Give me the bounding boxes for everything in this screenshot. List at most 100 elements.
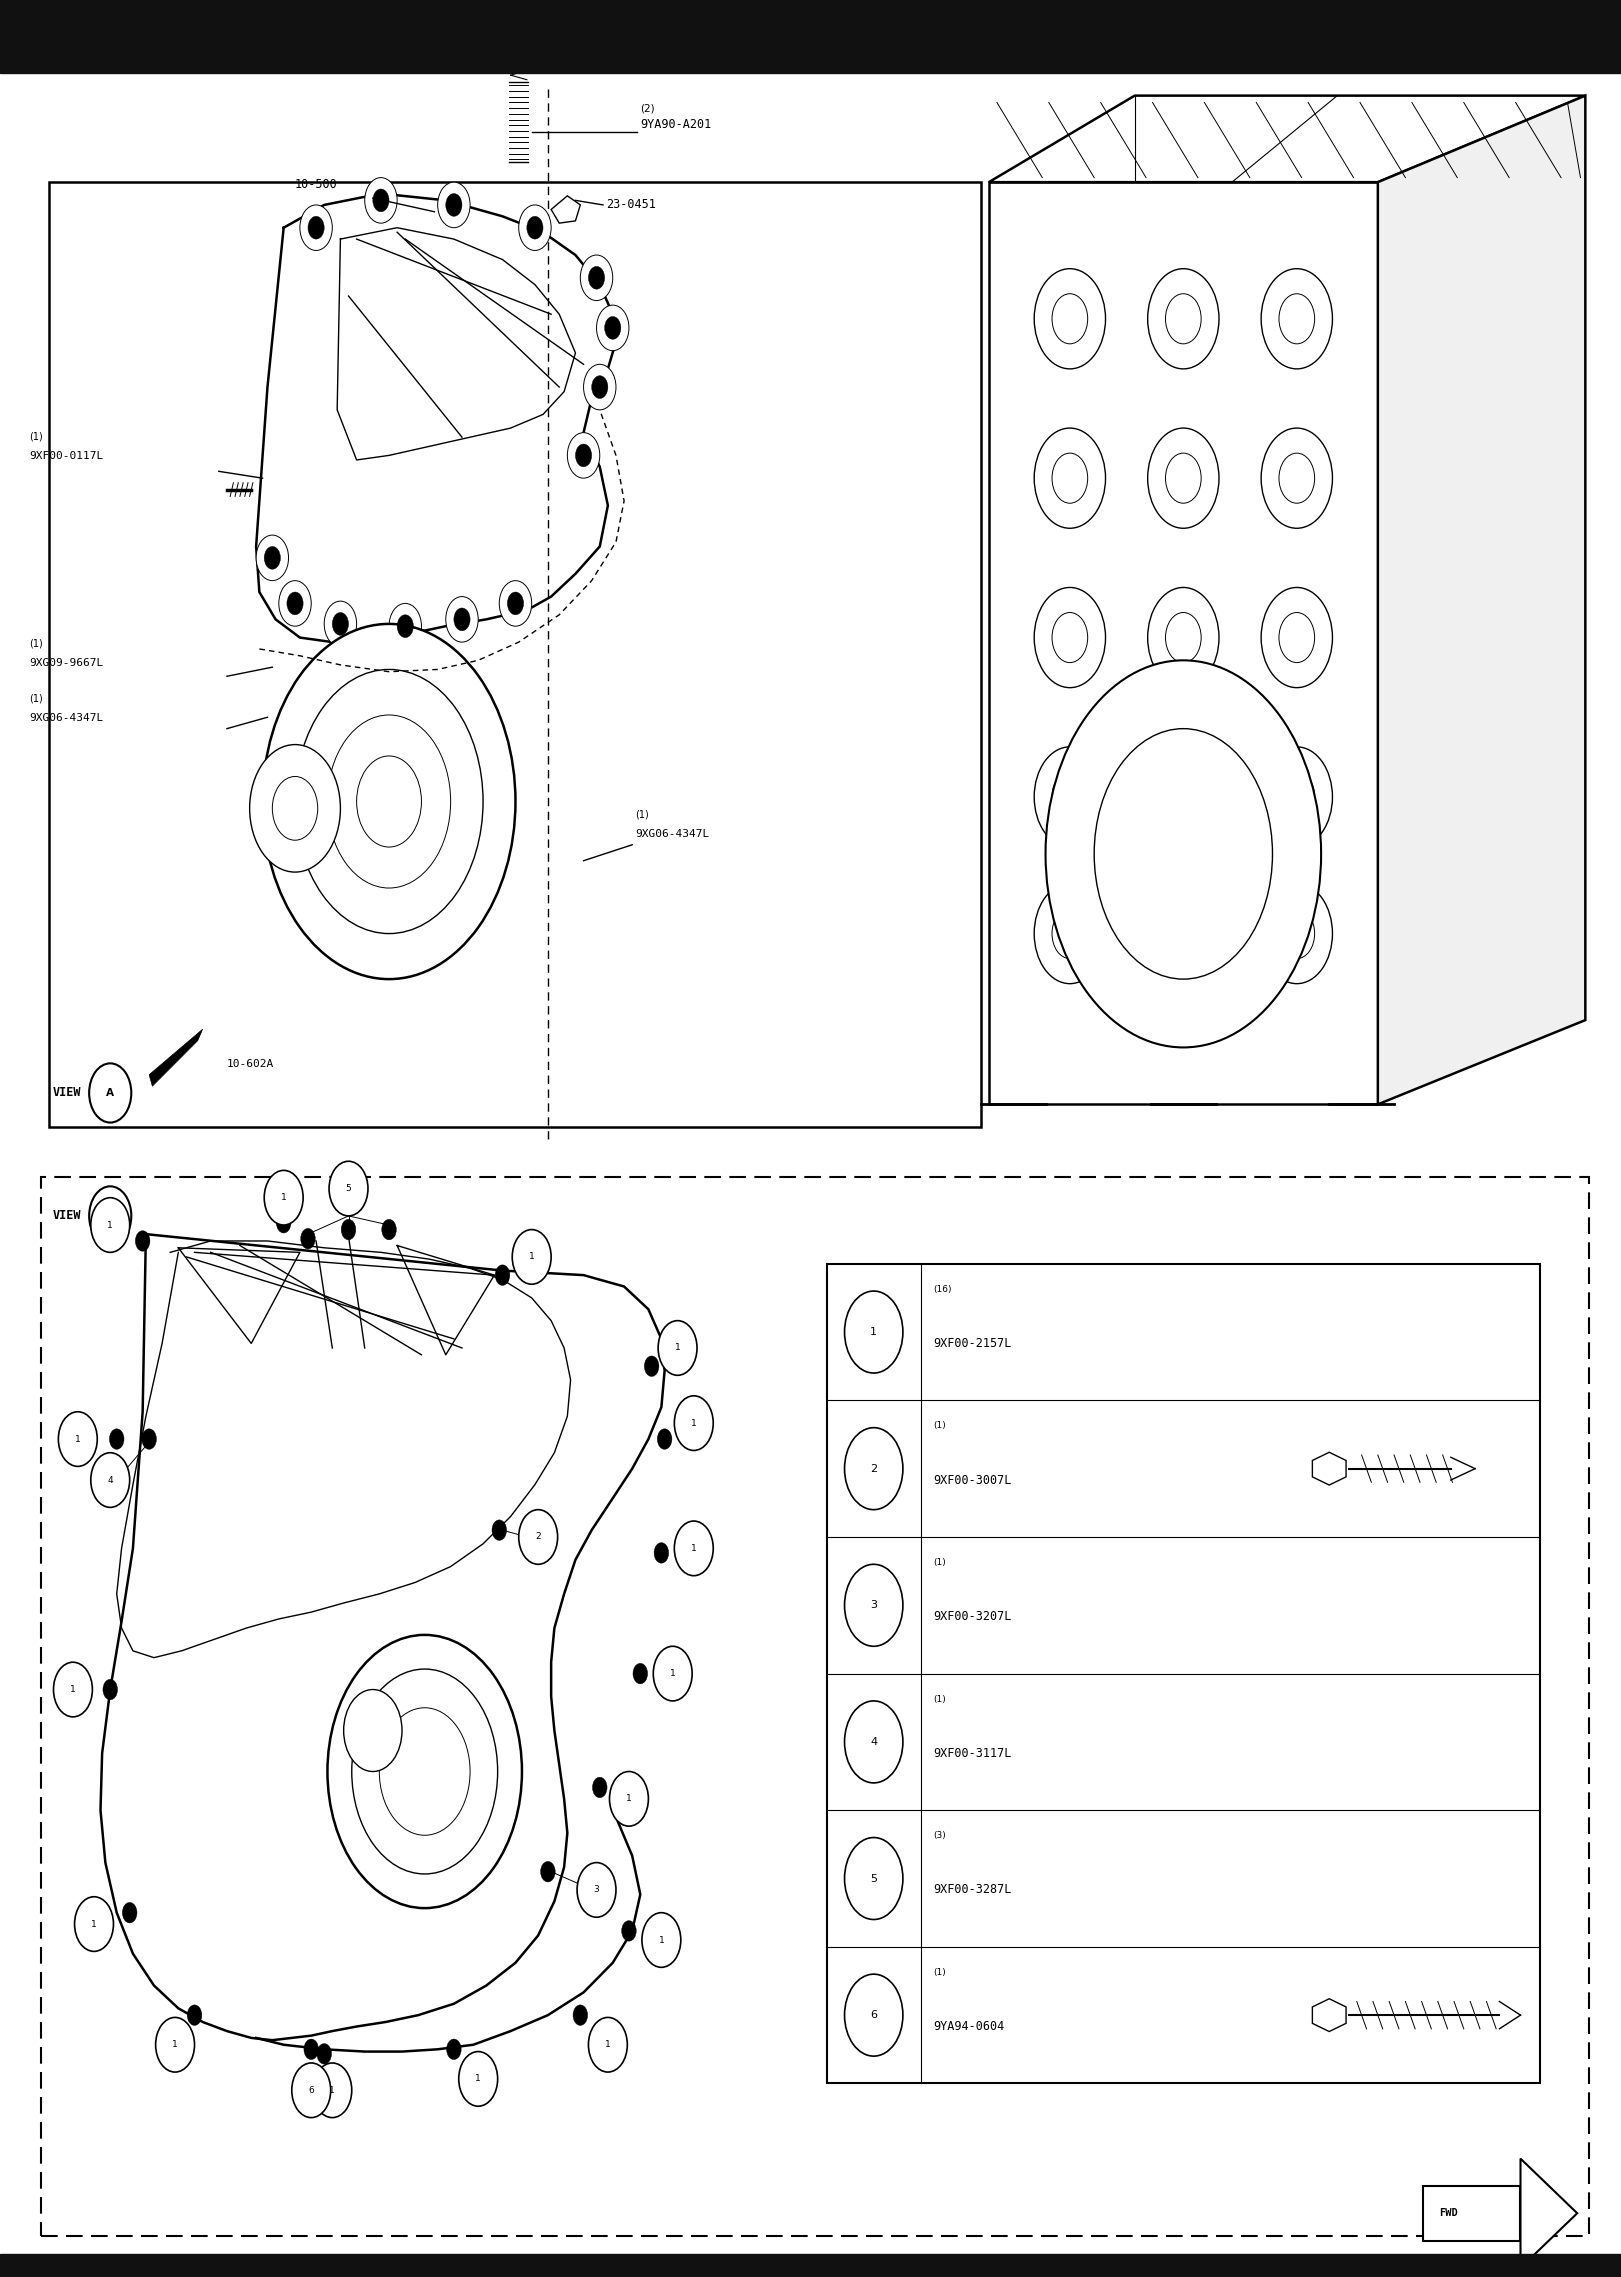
Circle shape: [89, 1186, 131, 1246]
Circle shape: [91, 1198, 130, 1252]
Circle shape: [845, 1564, 903, 1646]
Text: 9XF00-2157L: 9XF00-2157L: [934, 1337, 1012, 1350]
Circle shape: [519, 205, 551, 250]
Circle shape: [327, 715, 451, 888]
Text: 9XG06-4347L: 9XG06-4347L: [29, 713, 104, 722]
Circle shape: [379, 1708, 470, 1835]
Circle shape: [135, 1230, 149, 1250]
Circle shape: [329, 1161, 368, 1216]
Circle shape: [622, 1922, 635, 1940]
Circle shape: [357, 756, 421, 847]
Circle shape: [584, 364, 616, 410]
Circle shape: [1052, 453, 1088, 503]
Circle shape: [122, 1904, 136, 1922]
Circle shape: [1034, 428, 1106, 528]
Polygon shape: [1378, 96, 1585, 1104]
Circle shape: [588, 266, 605, 289]
Text: 5: 5: [870, 1874, 877, 1883]
Circle shape: [1165, 909, 1201, 959]
Text: 23-0451: 23-0451: [606, 198, 657, 212]
Text: 1: 1: [528, 1252, 535, 1261]
Circle shape: [1261, 269, 1332, 369]
Bar: [41, 1177, 1589, 2236]
Circle shape: [1165, 294, 1201, 344]
Text: (1): (1): [934, 1421, 947, 1430]
Bar: [827, 1264, 1540, 2083]
Text: 1: 1: [605, 2040, 611, 2049]
Circle shape: [75, 1897, 113, 1951]
Text: 1: 1: [329, 2086, 336, 2095]
Circle shape: [499, 581, 532, 626]
Circle shape: [592, 1776, 606, 1799]
Circle shape: [588, 2017, 627, 2072]
Text: 9XF00-3207L: 9XF00-3207L: [934, 1610, 1012, 1624]
Circle shape: [1148, 883, 1219, 984]
Circle shape: [109, 1430, 123, 1448]
Circle shape: [507, 592, 524, 615]
Circle shape: [1279, 613, 1315, 663]
Circle shape: [397, 615, 413, 638]
Polygon shape: [149, 1029, 203, 1086]
Circle shape: [1046, 660, 1321, 1047]
Text: (1): (1): [29, 433, 42, 442]
Text: 1: 1: [669, 1669, 676, 1678]
Text: 4: 4: [870, 1737, 877, 1746]
Circle shape: [352, 1669, 498, 1874]
Circle shape: [256, 535, 289, 581]
Text: (2): (2): [640, 105, 655, 114]
Circle shape: [276, 1211, 290, 1234]
Text: 1: 1: [626, 1794, 632, 1803]
Circle shape: [302, 1227, 314, 1248]
Circle shape: [592, 376, 608, 398]
Text: 9XF00-3007L: 9XF00-3007L: [934, 1473, 1012, 1487]
Circle shape: [496, 1266, 509, 1284]
Bar: [49, 182, 981, 1127]
Circle shape: [1034, 883, 1106, 984]
Circle shape: [143, 1430, 156, 1448]
Circle shape: [845, 1428, 903, 1510]
Circle shape: [653, 1544, 668, 1562]
Text: FWD: FWD: [1439, 2209, 1459, 2218]
Circle shape: [381, 1220, 396, 1239]
Text: 2: 2: [535, 1532, 541, 1542]
Circle shape: [642, 1913, 681, 1967]
Circle shape: [1052, 294, 1088, 344]
Circle shape: [373, 189, 389, 212]
Circle shape: [658, 1430, 671, 1448]
Bar: [1423, 2186, 1520, 2241]
Circle shape: [1261, 428, 1332, 528]
Circle shape: [1148, 587, 1219, 688]
Text: 1: 1: [475, 2074, 481, 2083]
Circle shape: [327, 1635, 522, 1908]
Circle shape: [845, 1974, 903, 2056]
Text: (1): (1): [934, 1967, 947, 1976]
Circle shape: [1279, 453, 1315, 503]
Bar: [0, 0, 1621, 73]
Text: 10-602A: 10-602A: [227, 1059, 274, 1068]
Circle shape: [1148, 428, 1219, 528]
Circle shape: [580, 255, 613, 301]
Circle shape: [447, 2040, 460, 2058]
Circle shape: [389, 603, 421, 649]
Text: 4: 4: [107, 1475, 113, 1485]
Text: 9XF00-0117L: 9XF00-0117L: [29, 451, 104, 460]
Circle shape: [1261, 883, 1332, 984]
Circle shape: [91, 1453, 130, 1507]
Circle shape: [344, 1690, 402, 1772]
Text: 1: 1: [107, 1220, 113, 1230]
Text: 9XG06-4347L: 9XG06-4347L: [635, 829, 710, 838]
Text: 10-500: 10-500: [295, 178, 337, 191]
Circle shape: [446, 597, 478, 642]
Circle shape: [1034, 587, 1106, 688]
Polygon shape: [989, 96, 1585, 182]
Text: A: A: [107, 1211, 113, 1220]
Circle shape: [674, 1396, 713, 1450]
Circle shape: [632, 1662, 647, 1683]
Circle shape: [340, 1220, 355, 1239]
Circle shape: [186, 2004, 201, 2027]
Circle shape: [540, 1863, 554, 1881]
Circle shape: [58, 1412, 97, 1466]
Text: (16): (16): [934, 1284, 952, 1293]
Circle shape: [577, 1863, 616, 1917]
Circle shape: [272, 776, 318, 840]
